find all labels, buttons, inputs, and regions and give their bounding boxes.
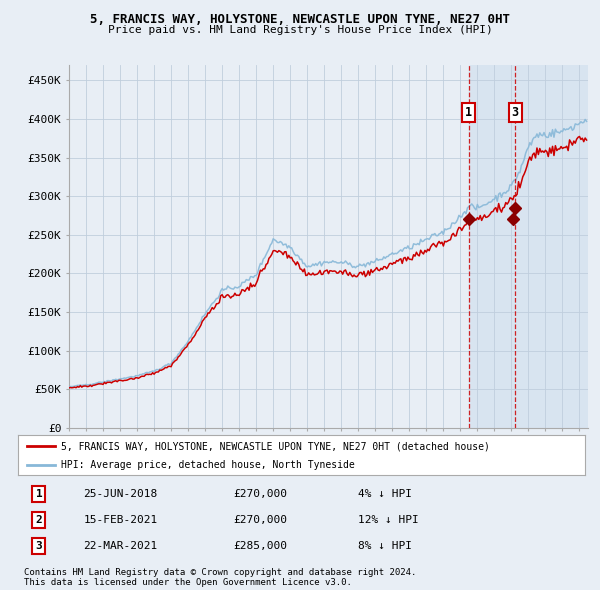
Text: 15-FEB-2021: 15-FEB-2021 [83, 515, 157, 525]
Text: This data is licensed under the Open Government Licence v3.0.: This data is licensed under the Open Gov… [24, 578, 352, 587]
Text: £270,000: £270,000 [233, 515, 287, 525]
Text: Contains HM Land Registry data © Crown copyright and database right 2024.: Contains HM Land Registry data © Crown c… [24, 568, 416, 577]
Text: 5, FRANCIS WAY, HOLYSTONE, NEWCASTLE UPON TYNE, NE27 0HT: 5, FRANCIS WAY, HOLYSTONE, NEWCASTLE UPO… [90, 13, 510, 26]
Bar [515, 65, 596, 428]
Text: 5, FRANCIS WAY, HOLYSTONE, NEWCASTLE UPON TYNE, NE27 0HT (detached house): 5, FRANCIS WAY, HOLYSTONE, NEWCASTLE UPO… [61, 441, 490, 451]
Text: 8% ↓ HPI: 8% ↓ HPI [358, 541, 412, 551]
Text: 3: 3 [512, 106, 519, 119]
Text: 1: 1 [35, 489, 43, 499]
Text: £270,000: £270,000 [233, 489, 287, 499]
Bar [469, 65, 515, 428]
Text: 25-JUN-2018: 25-JUN-2018 [83, 489, 157, 499]
Text: 2: 2 [35, 515, 43, 525]
Text: £285,000: £285,000 [233, 541, 287, 551]
Text: 12% ↓ HPI: 12% ↓ HPI [358, 515, 419, 525]
Text: 3: 3 [35, 541, 43, 551]
Text: 22-MAR-2021: 22-MAR-2021 [83, 541, 157, 551]
Text: Price paid vs. HM Land Registry's House Price Index (HPI): Price paid vs. HM Land Registry's House … [107, 25, 493, 35]
Text: 4% ↓ HPI: 4% ↓ HPI [358, 489, 412, 499]
Text: HPI: Average price, detached house, North Tyneside: HPI: Average price, detached house, Nort… [61, 460, 354, 470]
Text: 1: 1 [465, 106, 472, 119]
